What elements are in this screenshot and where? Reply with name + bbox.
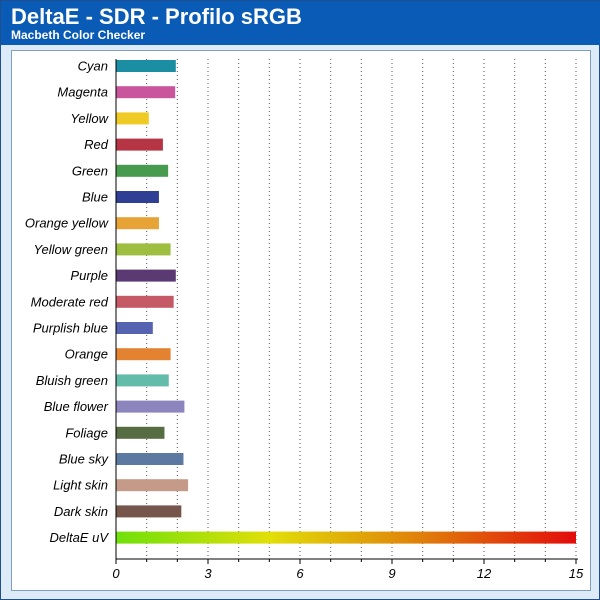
category-label: Purplish blue xyxy=(33,321,108,336)
x-tick-label: 6 xyxy=(296,566,304,581)
bar-yellow-green xyxy=(116,243,171,256)
bar-blue-sky xyxy=(116,453,184,465)
category-label: Orange yellow xyxy=(25,216,110,231)
x-tick-label: 12 xyxy=(477,566,492,581)
bar-chart: Cyan Magenta Yellow Red Green Blue Orange yell… xyxy=(25,59,584,582)
chart-title: DeltaE - SDR - Profilo sRGB xyxy=(11,4,302,29)
category-label: Green xyxy=(72,163,108,178)
bar-red xyxy=(116,138,163,151)
category-label: DeltaE uV xyxy=(49,530,109,545)
category-label: Foliage xyxy=(65,425,108,440)
category-label: Light skin xyxy=(53,478,108,493)
category-label: Blue sky xyxy=(59,452,110,467)
bar-orange xyxy=(116,348,171,361)
bar-yellow xyxy=(116,112,149,125)
bar-blue-flower xyxy=(116,400,185,413)
x-tick-label: 3 xyxy=(204,566,212,581)
bar-foliage xyxy=(116,426,165,439)
category-label: Dark skin xyxy=(54,504,108,519)
bar-magenta xyxy=(116,86,176,99)
bar-purple xyxy=(116,269,176,282)
category-label: Magenta xyxy=(57,85,108,100)
category-label: Bluish green xyxy=(36,373,108,388)
x-tick-label: 0 xyxy=(112,566,120,581)
chart-header: DeltaE - SDR - Profilo sRGB Macbeth Colo… xyxy=(1,1,600,45)
chart-subtitle: Macbeth Color Checker xyxy=(11,28,146,42)
bar-deltae-uv xyxy=(116,531,576,544)
grid-lines xyxy=(146,59,577,559)
bar-orange-yellow xyxy=(116,217,159,230)
category-label: Moderate red xyxy=(31,294,109,309)
category-label: Orange xyxy=(65,347,108,362)
bar-green xyxy=(116,164,169,177)
bar-cyan xyxy=(116,60,176,72)
x-tick-label: 15 xyxy=(569,566,584,581)
bar-blue xyxy=(116,191,159,203)
category-label: Red xyxy=(84,137,109,152)
bar-moderate-red xyxy=(116,295,174,308)
category-label: Cyan xyxy=(78,59,108,74)
category-label: Blue xyxy=(82,190,108,205)
bar-dark-skin xyxy=(116,505,182,518)
category-label: Yellow green xyxy=(34,242,108,257)
category-label: Blue flower xyxy=(44,399,109,414)
plot-panel: Cyan Magenta Yellow Red Green Blue Orange yell… xyxy=(11,50,591,591)
category-label: Yellow xyxy=(70,111,109,126)
bar-purplish-blue xyxy=(116,322,153,334)
x-tick-label: 9 xyxy=(388,566,395,581)
bar-light-skin xyxy=(116,479,189,492)
category-label: Purple xyxy=(70,268,108,283)
bar-bluish-green xyxy=(116,374,169,387)
